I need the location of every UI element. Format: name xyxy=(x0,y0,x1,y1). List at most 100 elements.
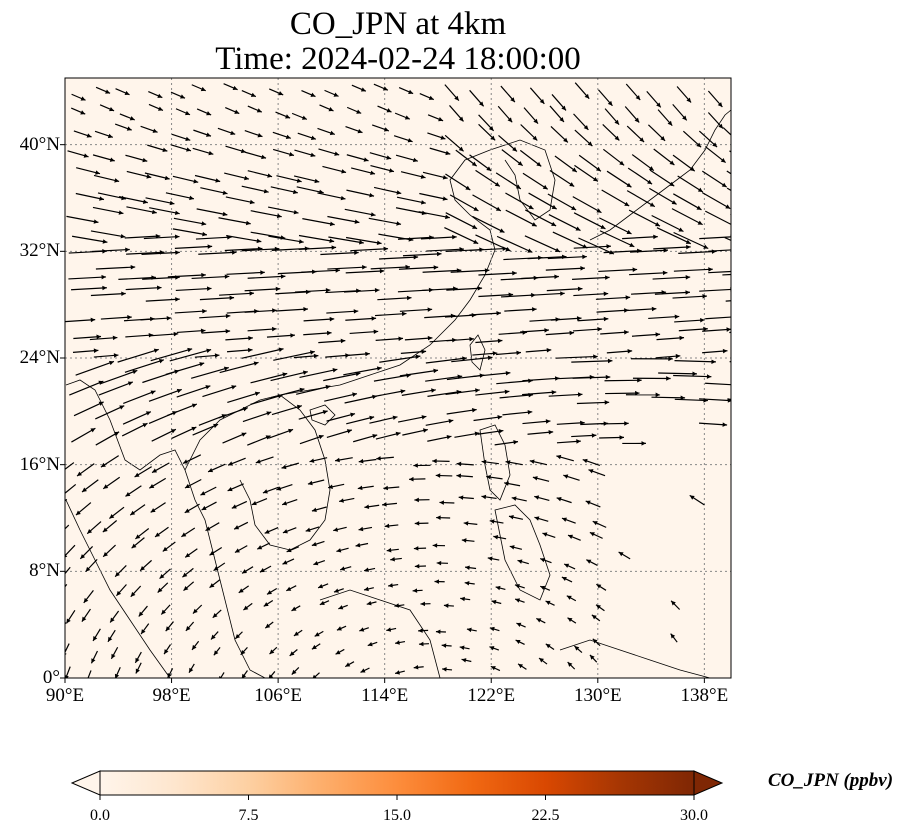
wind-vector-head xyxy=(174,234,180,240)
wind-vector xyxy=(472,194,502,212)
wind-vector xyxy=(547,255,587,260)
wind-vector-head xyxy=(272,308,277,313)
wind-vector-head xyxy=(103,552,108,557)
wind-vector xyxy=(397,236,434,240)
wind-vector xyxy=(445,389,480,395)
wind-vector-head xyxy=(442,196,448,201)
wind-vector-head xyxy=(406,295,412,301)
wind-vector-head xyxy=(655,332,661,337)
wind-vector xyxy=(505,192,534,210)
wind-vector-head xyxy=(532,476,538,481)
wind-vector xyxy=(167,274,206,278)
wind-vector xyxy=(95,405,125,420)
wind-vector-head xyxy=(389,168,394,173)
wind-vector xyxy=(701,170,728,188)
wind-vector xyxy=(145,197,175,205)
wind-vector-head xyxy=(517,559,523,564)
wind-vector-head xyxy=(556,454,562,460)
wind-vector-head xyxy=(187,347,193,353)
wind-vector-head xyxy=(536,161,542,167)
wind-vector-head xyxy=(260,270,265,275)
wind-vector-head xyxy=(383,485,389,491)
wind-vector-head xyxy=(670,633,676,639)
wind-vector-head xyxy=(395,431,401,437)
wind-vector xyxy=(673,374,712,378)
wind-vector-head xyxy=(632,267,638,272)
wind-vector-head xyxy=(569,182,575,187)
wind-vector-head xyxy=(103,484,109,489)
wind-vector-head xyxy=(333,92,339,97)
wind-vector-head xyxy=(205,526,211,531)
wind-vector-head xyxy=(244,175,249,181)
lat-tick-label: 40°N xyxy=(19,133,60,155)
wind-vector-head xyxy=(566,595,572,600)
wind-vector-head xyxy=(667,120,673,126)
wind-vector xyxy=(345,236,382,245)
lat-tick-label: 8°N xyxy=(29,560,60,582)
wind-vector-head xyxy=(153,348,159,353)
wind-vector-head xyxy=(512,146,517,152)
wind-vector-head xyxy=(275,286,281,292)
wind-vector xyxy=(496,235,533,253)
wind-vector-head xyxy=(415,354,421,360)
wind-vector xyxy=(674,398,708,402)
wind-vector-head xyxy=(421,349,427,354)
wind-vector-head xyxy=(504,481,509,486)
wind-vector-head xyxy=(329,221,335,227)
wind-vector-head xyxy=(125,492,131,497)
wind-vector xyxy=(303,332,332,336)
wind-vector-head xyxy=(383,246,389,252)
wind-vector xyxy=(425,375,463,382)
wind-vector xyxy=(124,359,165,373)
wind-vector-head xyxy=(529,459,535,464)
wind-vector xyxy=(505,209,537,227)
wind-vector-head xyxy=(534,495,540,500)
wind-vector-head xyxy=(703,326,708,332)
wind-vector xyxy=(524,235,561,253)
wind-vector-head xyxy=(208,467,214,473)
wind-vector-head xyxy=(241,432,247,437)
wind-vector-head xyxy=(102,527,108,533)
wind-vector-head xyxy=(666,376,671,381)
wind-vector-head xyxy=(131,543,137,549)
wind-vector-head xyxy=(755,297,760,302)
wind-vector-head xyxy=(243,605,249,611)
wind-vector xyxy=(195,236,232,240)
wind-vector xyxy=(150,348,193,362)
wind-vector-head xyxy=(209,550,215,556)
wind-vector-head xyxy=(515,184,521,189)
wind-vector-head xyxy=(205,385,211,390)
coastline-new-guinea xyxy=(559,639,711,678)
wind-vector-head xyxy=(445,150,451,156)
wind-vector-head xyxy=(561,576,567,582)
wind-vector-head xyxy=(671,200,677,205)
wind-vector-head xyxy=(438,117,444,122)
wind-vector-head xyxy=(90,317,96,323)
wind-vector-head xyxy=(452,234,457,240)
wind-vector-head xyxy=(442,667,447,672)
wind-vector xyxy=(733,376,771,379)
wind-vector xyxy=(627,167,653,185)
wind-vector-head xyxy=(481,459,487,465)
wind-vector xyxy=(349,330,379,335)
wind-vector xyxy=(344,395,378,404)
wind-vector xyxy=(598,268,638,273)
wind-vector-head xyxy=(142,423,148,428)
map-title: CO_JPN at 4km xyxy=(289,6,507,42)
wind-vector xyxy=(327,215,360,224)
wind-vector xyxy=(90,230,126,238)
wind-vector-head xyxy=(257,133,263,138)
wind-vector xyxy=(478,272,517,276)
wind-vector-head xyxy=(276,486,282,491)
wind-vector xyxy=(373,186,402,195)
wind-vector-head xyxy=(414,497,419,503)
wind-vector-head xyxy=(135,668,140,674)
wind-vector xyxy=(192,423,219,436)
wind-vector xyxy=(117,348,159,363)
wind-vector-head xyxy=(86,133,92,138)
wind-vector xyxy=(218,407,248,419)
wind-vector-head xyxy=(200,86,206,92)
wind-vector-head xyxy=(544,328,549,333)
wind-vector xyxy=(545,267,585,271)
wind-vector-head xyxy=(741,95,746,100)
